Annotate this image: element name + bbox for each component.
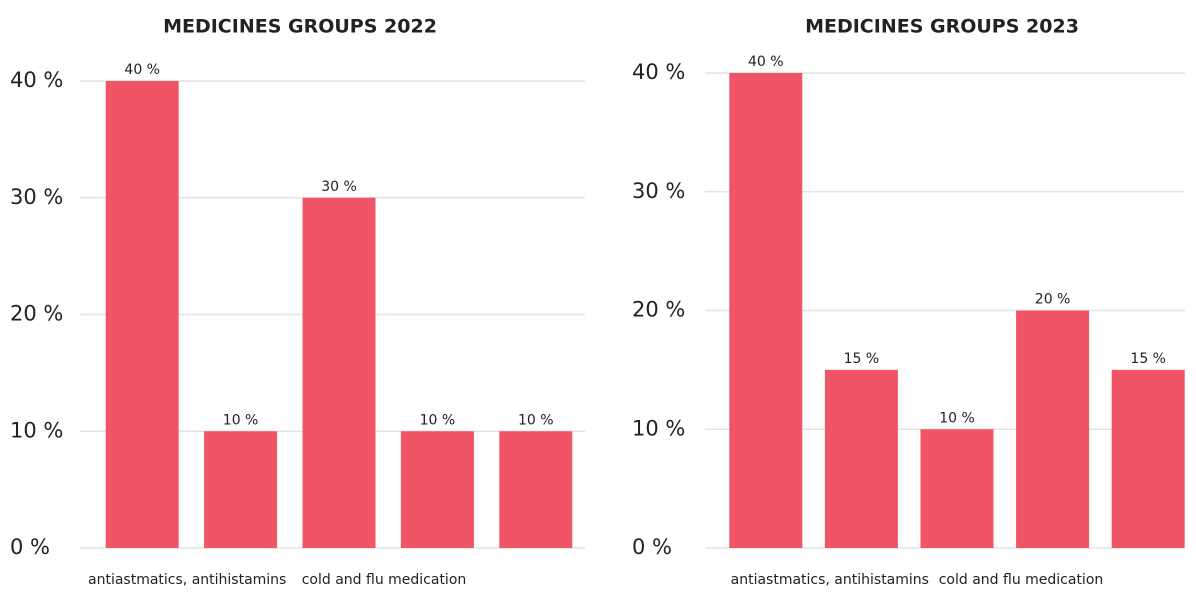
bar — [302, 197, 376, 548]
chart-title: MEDICINES GROUPS 2023 — [805, 16, 1079, 38]
y-tick-label: 0 % — [632, 535, 672, 559]
bar — [1016, 310, 1090, 548]
chart-title: MEDICINES GROUPS 2022 — [163, 16, 437, 38]
x-tick-label: antiastmatics, antihistamins — [731, 572, 929, 588]
bar — [204, 431, 278, 548]
bar — [1111, 369, 1185, 548]
y-tick-label: 10 % — [10, 418, 63, 442]
bar — [400, 431, 474, 548]
value-label: 40 % — [124, 62, 160, 78]
value-label: 10 % — [223, 412, 259, 428]
y-tick-label: 20 % — [632, 298, 685, 322]
y-tick-label: 30 % — [632, 179, 685, 203]
bar — [729, 73, 803, 548]
bar — [824, 369, 898, 548]
bar — [105, 81, 179, 548]
value-label: 15 % — [844, 351, 880, 367]
value-label: 10 % — [518, 412, 554, 428]
value-label: 30 % — [321, 179, 357, 195]
bar — [920, 429, 994, 548]
y-tick-label: 30 % — [10, 185, 63, 209]
y-tick-label: 10 % — [632, 416, 685, 440]
value-label: 10 % — [939, 410, 975, 426]
value-label: 10 % — [420, 412, 456, 428]
y-tick-label: 20 % — [10, 302, 63, 326]
x-tick-label: antiastmatics, antihistamins — [88, 572, 286, 588]
bar — [499, 431, 573, 548]
x-tick-label: cold and flu medication — [302, 572, 467, 588]
value-label: 15 % — [1130, 351, 1166, 367]
y-tick-label: 0 % — [10, 535, 50, 559]
value-label: 20 % — [1035, 292, 1071, 308]
y-tick-label: 40 % — [10, 68, 63, 92]
value-label: 40 % — [748, 54, 784, 70]
y-tick-label: 40 % — [632, 60, 685, 84]
x-tick-label: cold and flu medication — [939, 572, 1104, 588]
